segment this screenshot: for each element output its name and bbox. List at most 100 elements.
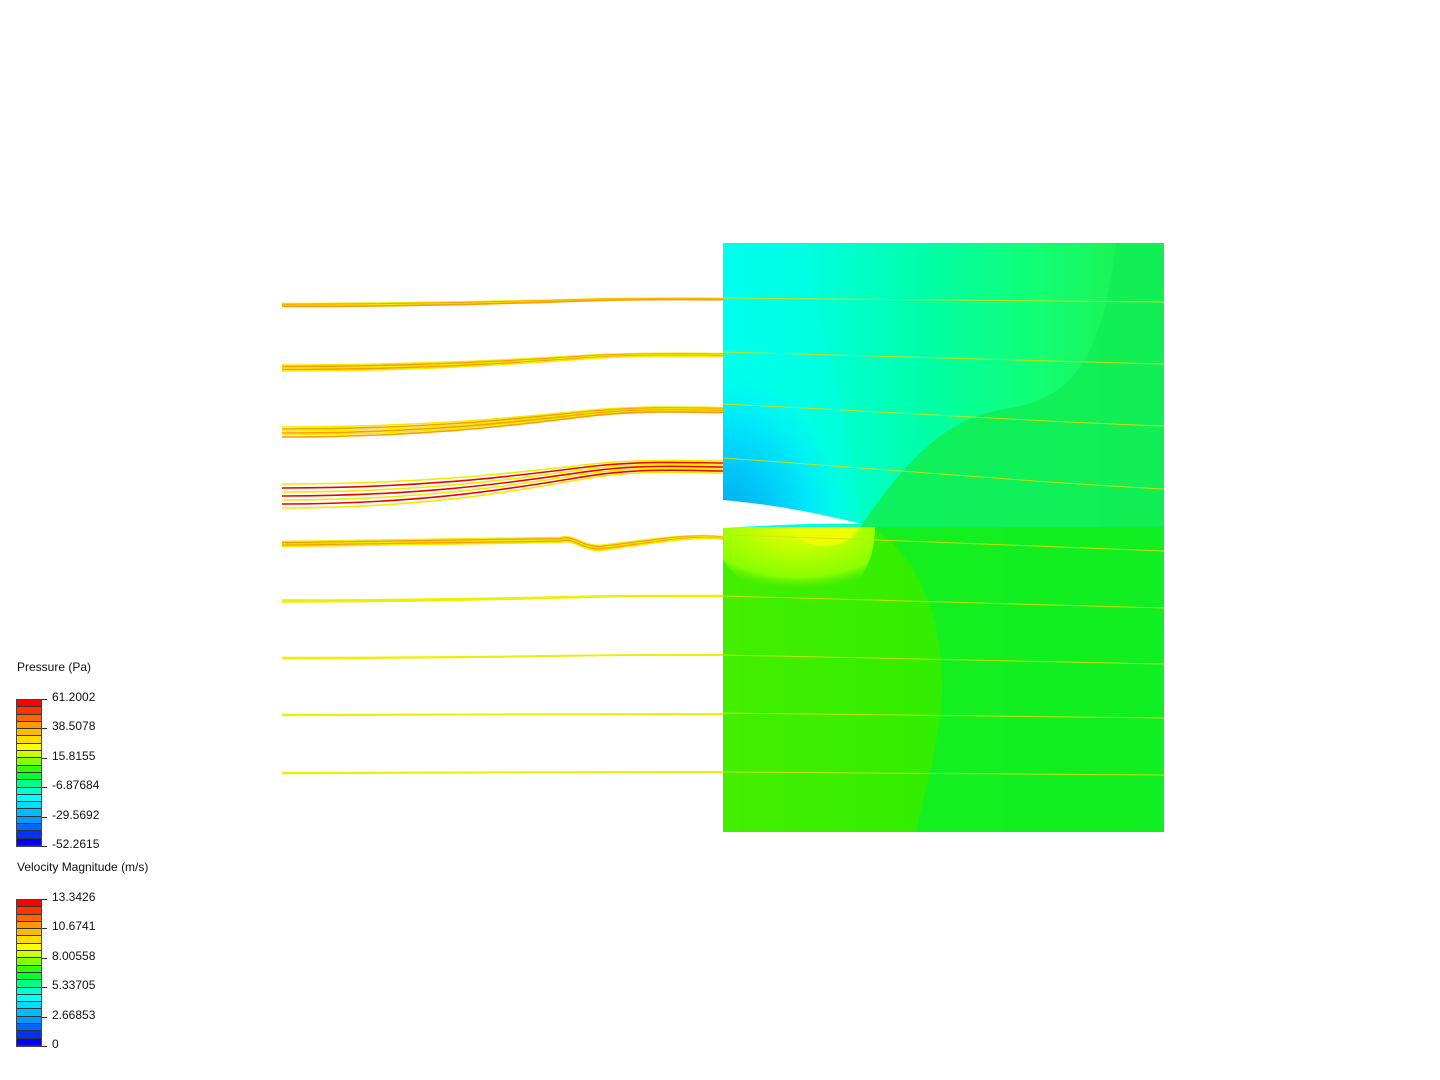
pressure-legend-title: Pressure (Pa) xyxy=(17,660,92,674)
streamline xyxy=(281,411,724,438)
pressure-colorbar-swatch xyxy=(17,743,41,752)
velocity-label-min: 0 xyxy=(52,1037,59,1051)
pressure-colorbar-swatch xyxy=(17,780,41,788)
streamline xyxy=(281,713,724,717)
velocity-colorbar-swatch xyxy=(17,1031,41,1039)
domain-streamline xyxy=(722,654,1165,665)
velocity-streamlines[interactable] xyxy=(281,297,724,775)
domain-streamlines xyxy=(722,297,1165,776)
streamline xyxy=(281,410,724,436)
velocity-colorbar-swatch xyxy=(17,1002,41,1010)
pressure-label-max: 61.2002 xyxy=(52,690,96,704)
streamline xyxy=(281,407,724,430)
pressure-colorbar-swatch xyxy=(17,838,41,846)
velocity-colorbar-swatch xyxy=(17,900,41,908)
pressure-colorbar-swatch xyxy=(17,714,41,722)
domain-streamline xyxy=(722,297,1165,303)
streamline xyxy=(281,461,724,489)
velocity-label: 8.00558 xyxy=(52,949,96,963)
pressure-colorbar-swatch xyxy=(17,772,41,781)
obstacle-gap xyxy=(723,500,862,528)
pressure-label-min: -52.2615 xyxy=(52,837,100,851)
velocity-colorbar-swatch xyxy=(17,1038,41,1046)
velocity-colorbar-swatch xyxy=(17,987,41,995)
streamline xyxy=(281,467,724,501)
pressure-colorbar-swatch xyxy=(17,809,41,817)
pressure-colorbar-swatch xyxy=(17,794,41,803)
pressure-colorbar-swatch xyxy=(17,758,41,766)
streamline xyxy=(281,465,724,497)
domain-streamline xyxy=(722,534,1165,552)
velocity-colorbar-swatch xyxy=(17,965,41,973)
velocity-label: 10.6741 xyxy=(52,919,96,933)
mid-pressure-zone xyxy=(723,243,860,525)
pressure-colorbar-tick xyxy=(42,728,47,730)
streamline xyxy=(281,298,724,308)
streamline xyxy=(281,409,724,434)
velocity-label-max: 13.3426 xyxy=(52,890,96,904)
domain-streamline xyxy=(722,457,1165,490)
velocity-colorbar-swatch xyxy=(17,914,41,922)
streamline xyxy=(281,471,724,509)
pressure-colorbar-swatch xyxy=(17,787,41,795)
velocity-colorbar-swatch xyxy=(17,951,41,959)
velocity-colorbar-swatch xyxy=(17,943,41,952)
velocity-colorbar-swatch xyxy=(17,1024,41,1032)
pressure-colorbar-swatch xyxy=(17,765,41,773)
pressure-colorbar-swatch xyxy=(17,736,41,744)
pressure-label: -6.87684 xyxy=(52,778,100,792)
pressure-colorbar-tick xyxy=(42,787,47,789)
velocity-colorbar-swatch xyxy=(17,936,41,944)
velocity-legend-title: Velocity Magnitude (m/s) xyxy=(17,860,149,874)
pressure-colorbar-tick xyxy=(42,699,47,700)
stagnation-core xyxy=(790,527,860,547)
velocity-colorbar-swatch xyxy=(17,1009,41,1017)
pressure-colorbar-tick xyxy=(42,816,47,818)
streamline xyxy=(281,469,724,505)
pressure-colorbar xyxy=(16,699,42,847)
velocity-colorbar-tick xyxy=(42,987,47,989)
velocity-colorbar-tick xyxy=(42,1046,47,1047)
velocity-colorbar-swatch xyxy=(17,958,41,966)
high-pressure-zone xyxy=(723,527,875,605)
domain-streamline xyxy=(722,351,1165,365)
velocity-colorbar-swatch xyxy=(17,994,41,1003)
domain-streamline xyxy=(722,712,1165,719)
velocity-colorbar-swatch xyxy=(17,1016,41,1025)
pressure-colorbar-swatch xyxy=(17,721,41,730)
velocity-colorbar xyxy=(16,899,42,1047)
velocity-label: 2.66853 xyxy=(52,1008,96,1022)
low-pressure-zone xyxy=(723,360,860,525)
velocity-colorbar-swatch xyxy=(17,929,41,937)
velocity-colorbar-swatch xyxy=(17,972,41,981)
pressure-colorbar-swatch xyxy=(17,816,41,825)
pressure-colorbar-tick xyxy=(42,757,47,759)
velocity-colorbar-tick xyxy=(42,928,47,930)
streamline xyxy=(281,771,724,775)
domain-streamline xyxy=(722,771,1165,776)
pressure-label: -29.5692 xyxy=(52,808,100,822)
velocity-colorbar-tick xyxy=(42,899,47,900)
pressure-colorbar-swatch xyxy=(17,831,41,839)
pressure-label: 38.5078 xyxy=(52,719,96,733)
pressure-colorbar-swatch xyxy=(17,729,41,737)
pressure-colorbar-swatch xyxy=(17,700,41,708)
streamline xyxy=(281,355,724,372)
streamline xyxy=(281,654,724,660)
streamline xyxy=(281,459,724,485)
domain-streamline xyxy=(722,595,1165,609)
pressure-label: 15.8155 xyxy=(52,749,96,763)
pressure-contour-domain[interactable] xyxy=(723,243,1164,832)
pressure-colorbar-swatch xyxy=(17,802,41,810)
streamline xyxy=(281,595,724,603)
velocity-colorbar-tick xyxy=(42,1016,47,1018)
domain-streamline xyxy=(722,403,1165,427)
pressure-colorbar-swatch xyxy=(17,824,41,832)
velocity-colorbar-swatch xyxy=(17,980,41,988)
velocity-colorbar-tick xyxy=(42,957,47,959)
pressure-colorbar-swatch xyxy=(17,707,41,715)
pressure-colorbar-swatch xyxy=(17,751,41,759)
velocity-colorbar-swatch xyxy=(17,907,41,915)
upper-transition-band xyxy=(860,243,1164,527)
